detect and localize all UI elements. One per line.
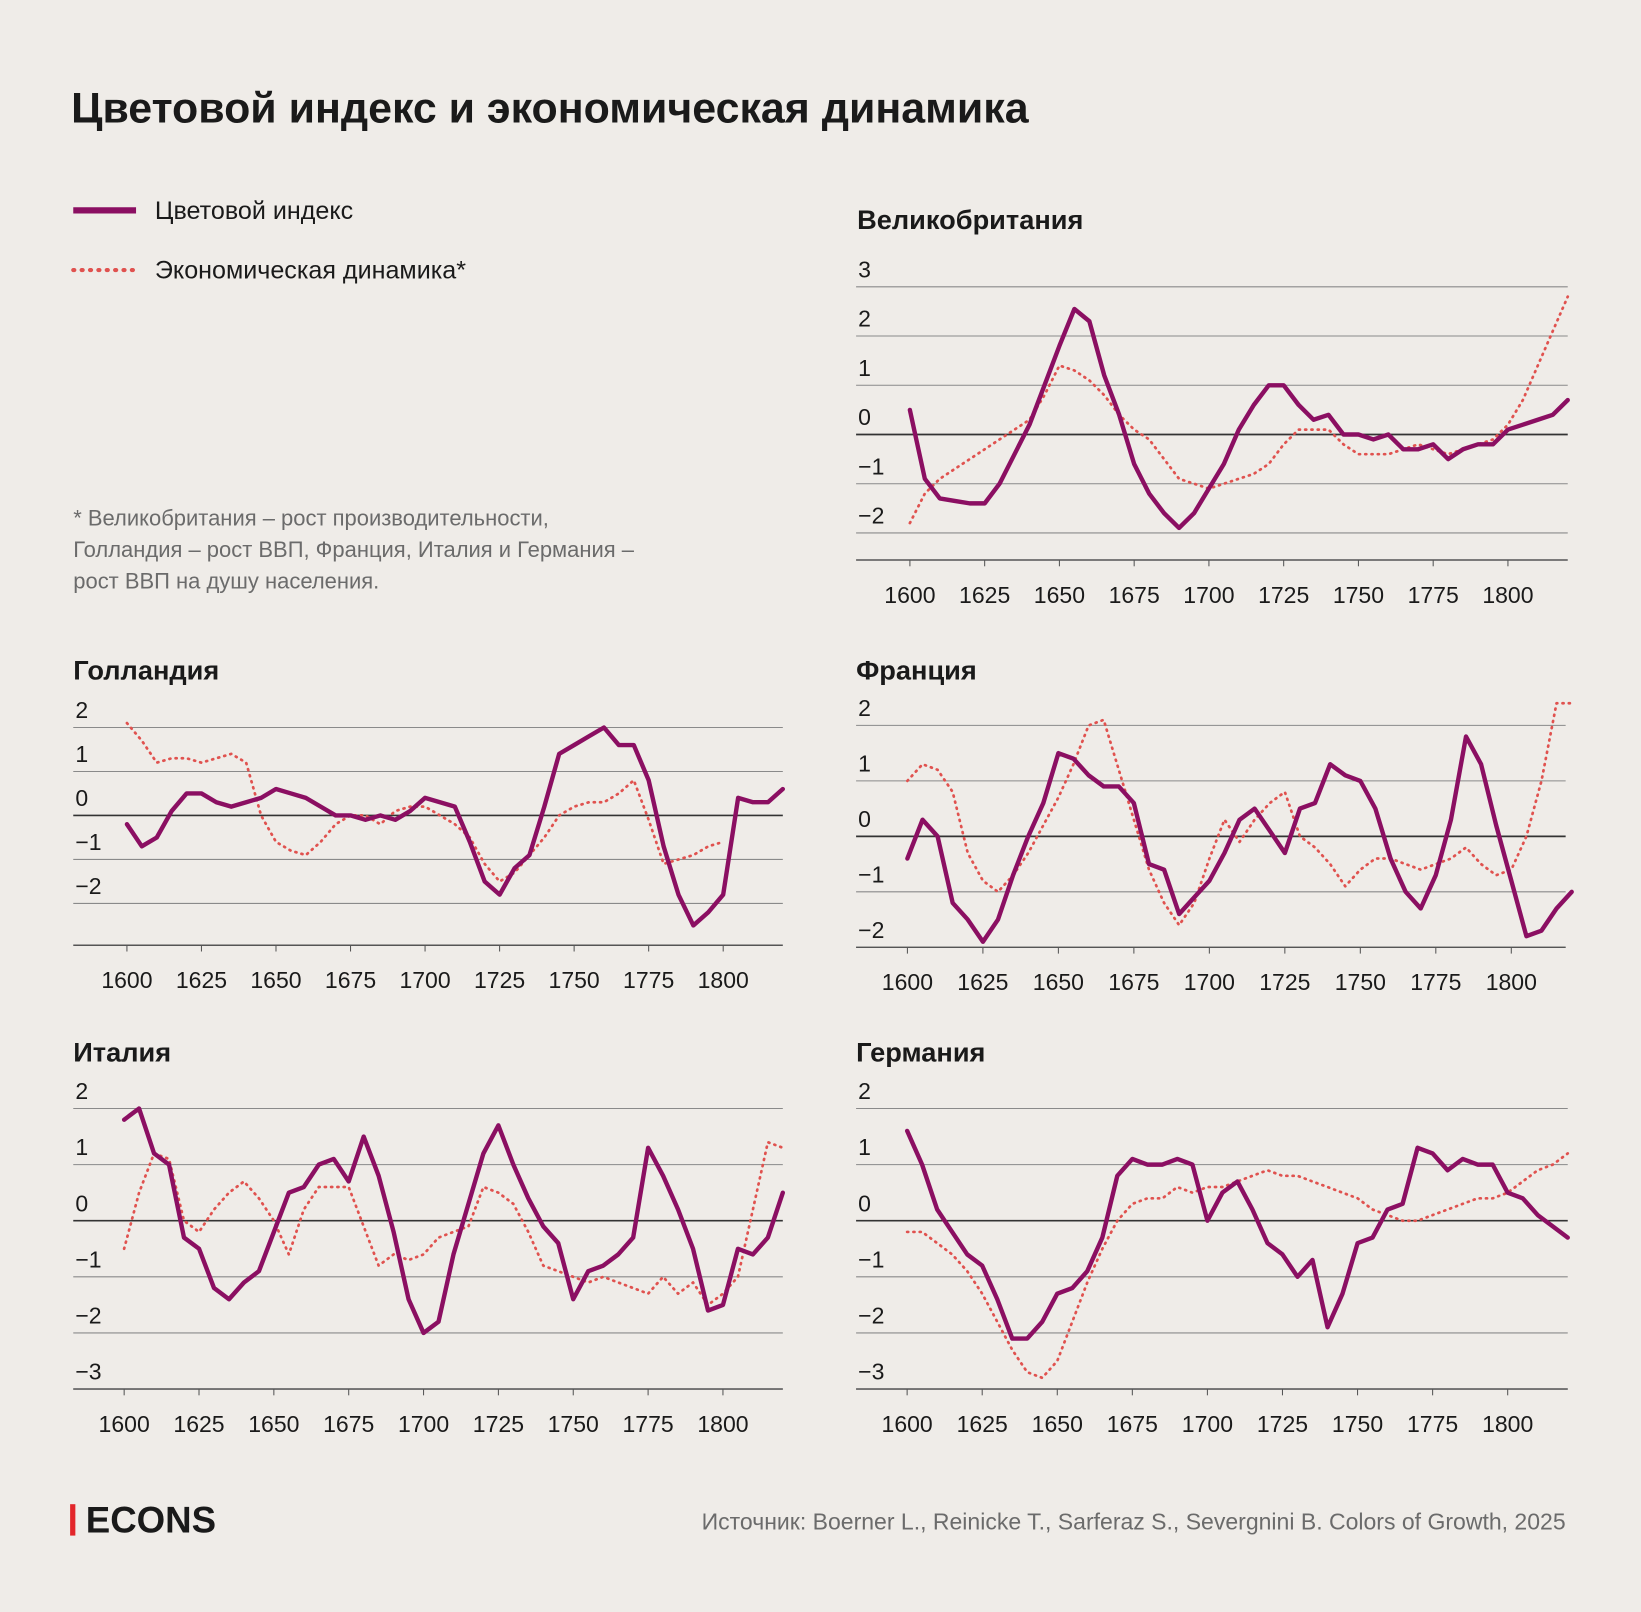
x-tick-label: 1650: [248, 1411, 299, 1437]
y-tick-label: 2: [75, 697, 88, 723]
economic-line: [906, 701, 1574, 927]
chart-title: Великобритания: [857, 204, 1083, 235]
source: Источник: Boerner L., Reinicke T., Sarfe…: [702, 1508, 1566, 1534]
logo-bar: [70, 1504, 76, 1536]
x-tick-label: 1775: [622, 1411, 673, 1437]
x-tick-label: 1725: [473, 1411, 524, 1437]
economic-line: [905, 1152, 1570, 1380]
x-tick-label: 1650: [1032, 1411, 1083, 1437]
y-tick-label: 3: [858, 256, 871, 282]
x-tick-label: 1625: [959, 582, 1010, 608]
chart-title: Франция: [856, 654, 977, 685]
x-tick-label: 1750: [1333, 582, 1384, 608]
chart-title: Италия: [73, 1036, 171, 1067]
y-tick-label: 0: [858, 806, 871, 832]
x-tick-label: 1700: [1182, 1411, 1233, 1437]
x-tick-label: 1700: [399, 967, 450, 993]
x-tick-label: 1600: [99, 1411, 150, 1437]
y-tick-label: −2: [858, 1303, 884, 1329]
x-tick-label: 1675: [1107, 1411, 1158, 1437]
y-tick-label: −1: [75, 829, 101, 855]
x-tick-label: 1600: [884, 582, 935, 608]
x-tick-label: 1675: [325, 967, 376, 993]
x-tick-label: 1800: [1482, 582, 1533, 608]
y-tick-label: −1: [858, 861, 884, 887]
economic-line: [125, 721, 725, 883]
y-tick-label: 0: [858, 404, 871, 430]
legend-label: Цветовой индекс: [155, 197, 353, 225]
footnote: рост ВВП на душу населения.: [73, 568, 379, 593]
x-tick-label: 1675: [1108, 969, 1159, 995]
y-tick-label: 2: [858, 695, 871, 721]
x-tick-label: 1675: [323, 1411, 374, 1437]
index-line: [905, 734, 1574, 944]
y-tick-label: 1: [858, 750, 871, 776]
x-tick-label: 1625: [176, 967, 227, 993]
x-tick-label: 1800: [1482, 1411, 1533, 1437]
x-tick-label: 1650: [1034, 582, 1085, 608]
index-line: [907, 306, 1570, 531]
x-tick-label: 1600: [882, 969, 933, 995]
x-tick-label: 1625: [957, 1411, 1008, 1437]
legend-label: Экономическая динамика*: [155, 256, 466, 284]
x-tick-label: 1700: [398, 1411, 449, 1437]
y-tick-label: 2: [858, 1078, 871, 1104]
y-tick-label: 1: [75, 741, 88, 767]
y-tick-label: −2: [75, 1303, 101, 1329]
x-tick-label: 1800: [1486, 969, 1537, 995]
economic-line: [122, 1140, 785, 1307]
x-tick-label: 1725: [1258, 582, 1309, 608]
x-tick-label: 1750: [1332, 1411, 1383, 1437]
y-tick-label: −2: [75, 873, 101, 899]
x-tick-label: 1700: [1184, 969, 1235, 995]
chart-title: Голландия: [73, 654, 219, 685]
x-tick-label: 1775: [1410, 969, 1461, 995]
x-tick-label: 1625: [957, 969, 1008, 995]
y-tick-label: 2: [75, 1078, 88, 1104]
y-tick-label: 2: [858, 306, 871, 332]
y-tick-label: −2: [858, 917, 884, 943]
y-tick-label: 0: [75, 785, 88, 811]
x-tick-label: 1750: [548, 1411, 599, 1437]
x-tick-label: 1725: [1259, 969, 1310, 995]
y-tick-label: −3: [858, 1359, 884, 1385]
footnote: * Великобритания – рост производительнос…: [73, 505, 549, 530]
x-tick-label: 1725: [474, 967, 525, 993]
x-tick-label: 1600: [101, 967, 152, 993]
y-tick-label: 1: [75, 1134, 88, 1160]
x-tick-label: 1625: [173, 1411, 224, 1437]
y-tick-label: 0: [858, 1190, 871, 1216]
x-tick-label: 1775: [1407, 1411, 1458, 1437]
index-line: [904, 1128, 1570, 1341]
page-title: Цветовой индекс и экономическая динамика: [71, 84, 1030, 132]
x-tick-label: 1800: [698, 967, 749, 993]
x-tick-label: 1750: [549, 967, 600, 993]
y-tick-label: 1: [858, 1134, 871, 1160]
y-tick-label: −1: [75, 1246, 101, 1272]
x-tick-label: 1600: [882, 1411, 933, 1437]
y-tick-label: −1: [858, 453, 884, 479]
x-tick-label: 1750: [1335, 969, 1386, 995]
x-tick-label: 1725: [1257, 1411, 1308, 1437]
footnote: Голландия – рост ВВП, Франция, Италия и …: [73, 537, 635, 562]
y-tick-label: 0: [75, 1190, 88, 1216]
x-tick-label: 1650: [250, 967, 301, 993]
x-tick-label: 1650: [1033, 969, 1084, 995]
index-line: [124, 725, 786, 928]
chart-title: Германия: [856, 1036, 985, 1067]
index-line: [121, 1106, 786, 1336]
y-tick-label: 1: [858, 355, 871, 381]
logo: ECONS: [86, 1499, 216, 1540]
x-tick-label: 1775: [623, 967, 674, 993]
x-tick-label: 1700: [1183, 582, 1234, 608]
x-tick-label: 1800: [697, 1411, 748, 1437]
x-tick-label: 1675: [1109, 582, 1160, 608]
y-tick-label: −1: [858, 1246, 884, 1272]
y-tick-label: −2: [858, 503, 884, 529]
x-tick-label: 1775: [1408, 582, 1459, 608]
y-tick-label: −3: [75, 1359, 101, 1385]
